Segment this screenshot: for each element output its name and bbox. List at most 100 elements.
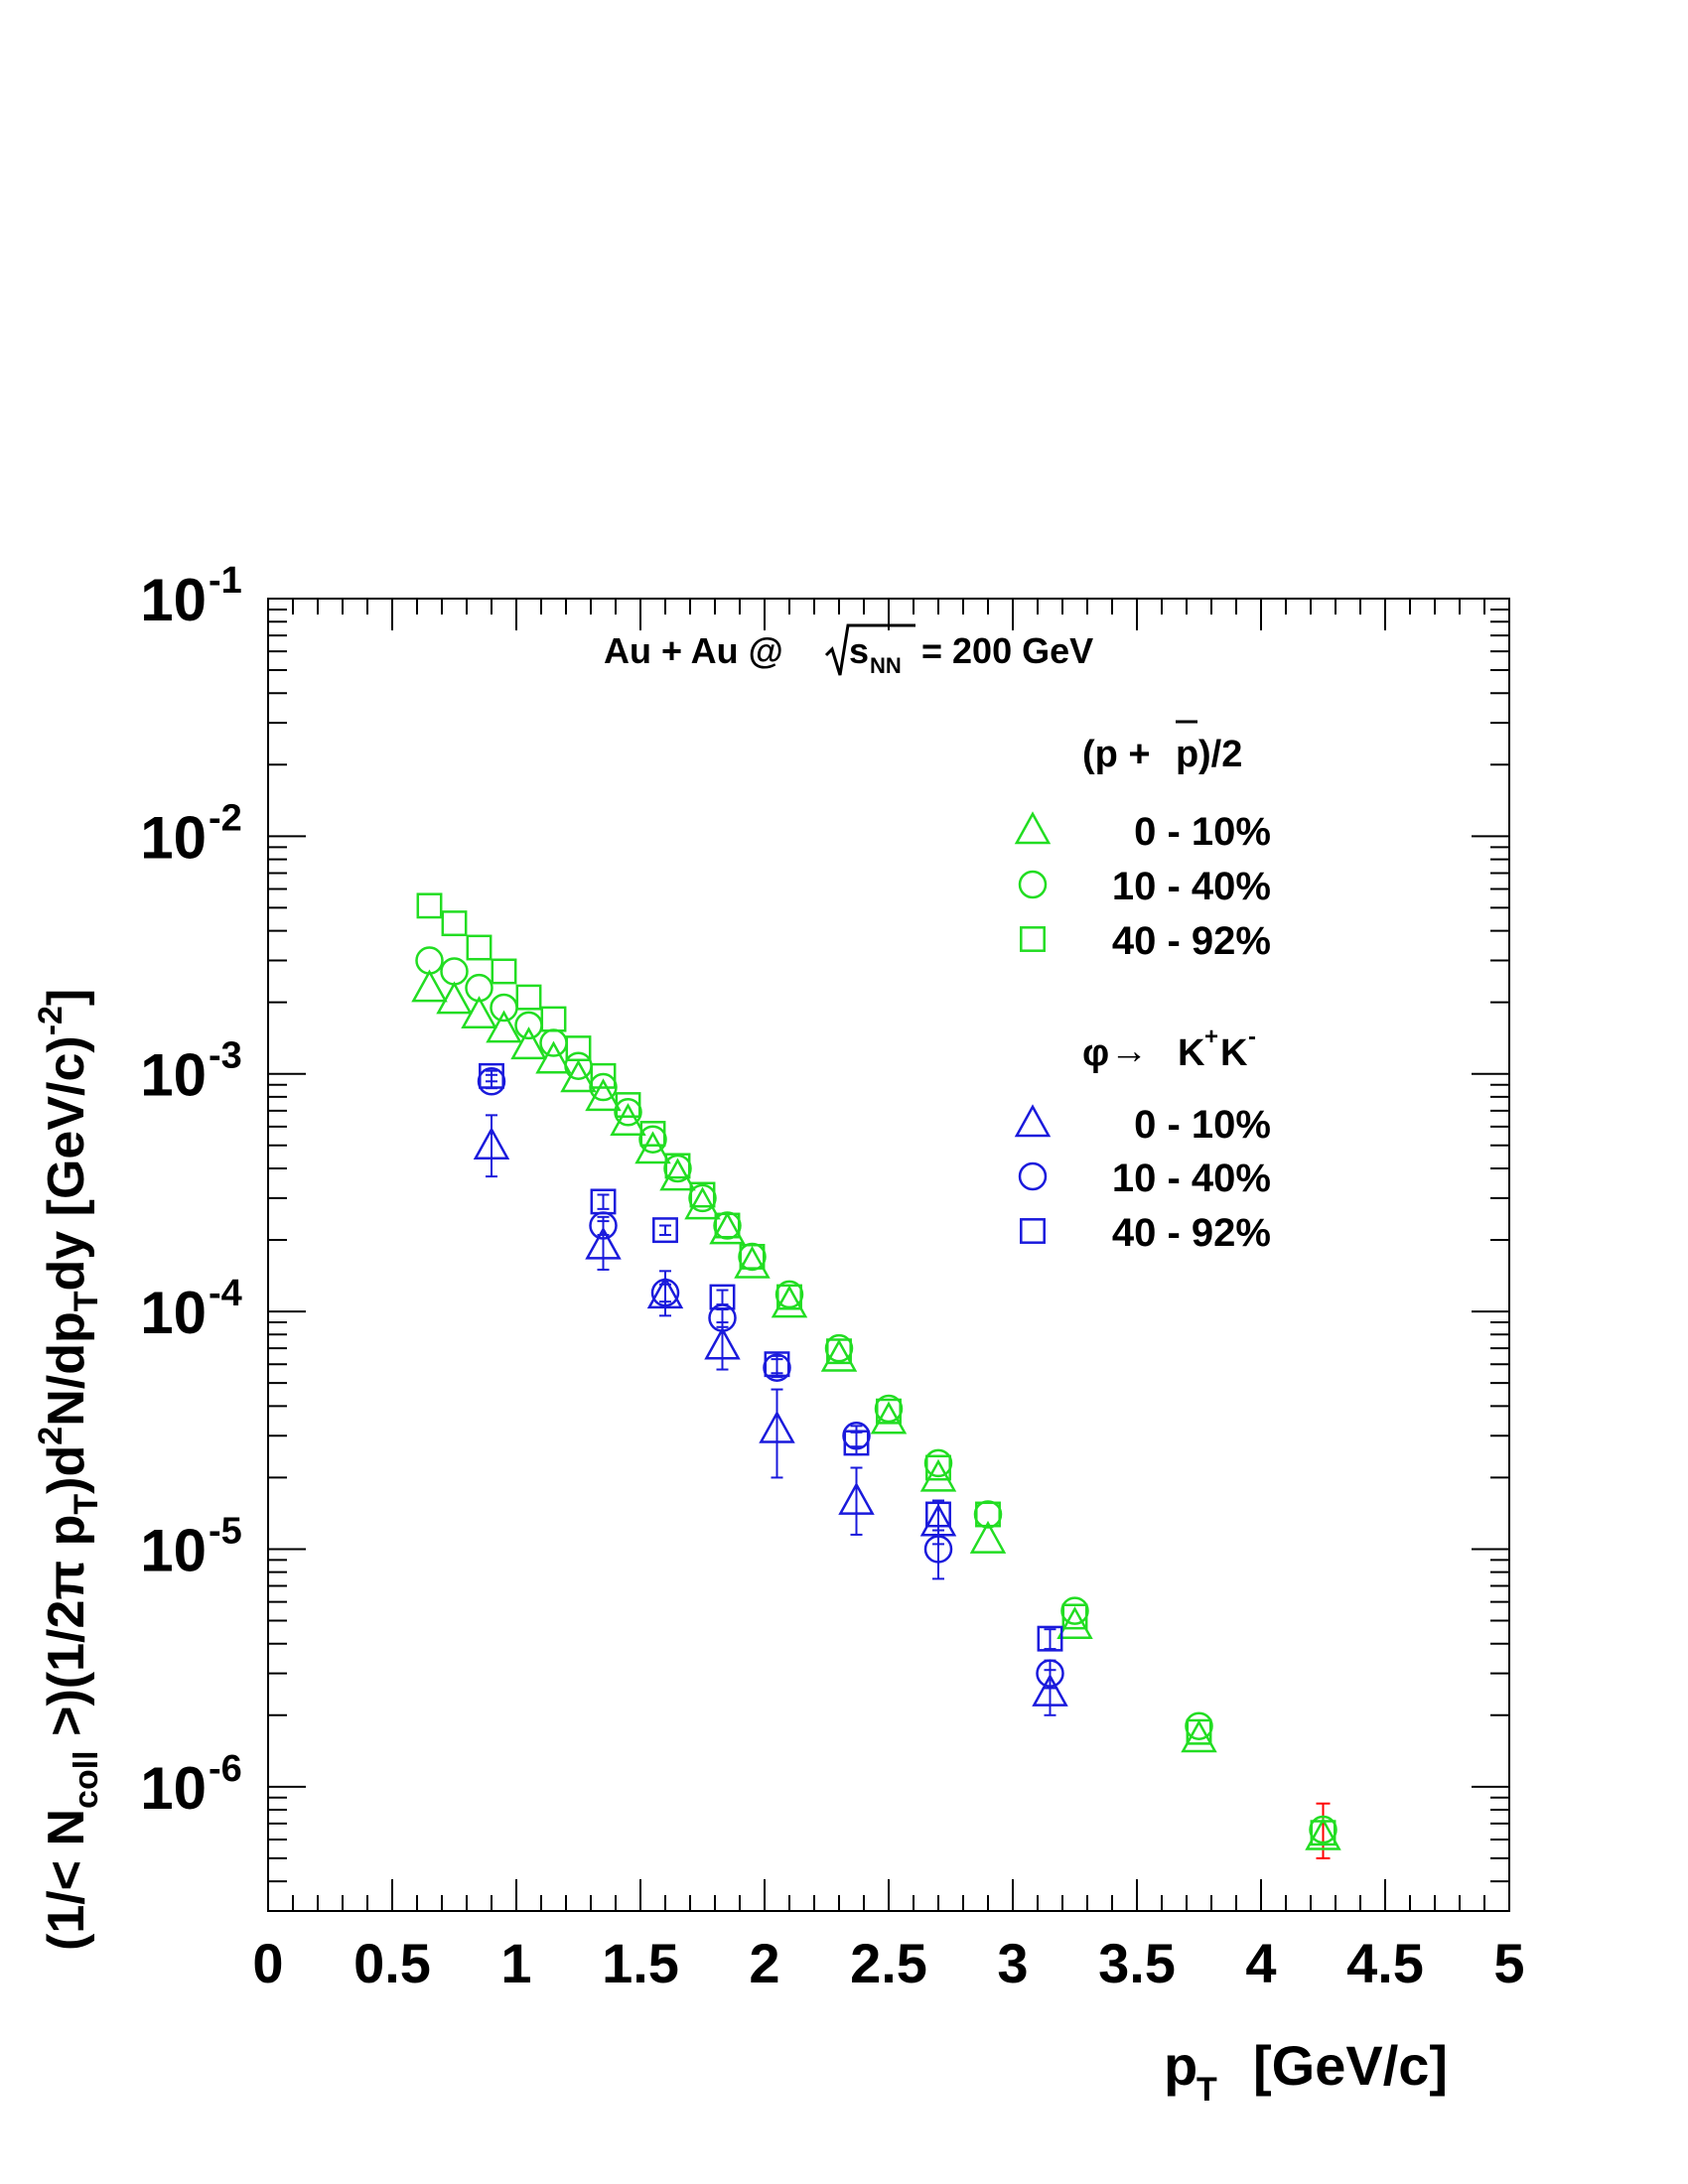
data-point-proton-circle: [923, 1448, 953, 1478]
legend-entries: 0 - 10% 10 - 40% 40 - 92% 0 - 10% 10 - 40% 40…: [1014, 810, 1271, 1255]
legend-label: 40 - 92%: [1112, 1211, 1271, 1255]
legend-phi-k1: K: [1178, 1032, 1205, 1074]
data-point-phi-circle: [842, 1422, 871, 1450]
x-tick-label: 2.5: [850, 1932, 927, 1994]
data-point-proton-triangle: [585, 1078, 622, 1112]
data-point-proton-triangle: [610, 1103, 646, 1137]
data-point-proton-circle: [874, 1394, 904, 1424]
legend-phi-sup2: -: [1248, 1024, 1256, 1050]
data-point-proton-square: [1310, 1820, 1336, 1846]
data-point-phi-triangle: [473, 1127, 510, 1160]
data-point-proton-square: [639, 1121, 666, 1147]
legend-proton-header-end: )/2: [1198, 734, 1242, 775]
y-tick-label-exponent: -2: [209, 797, 242, 839]
title-energy-symbol: s: [849, 630, 869, 671]
data-point-proton-square: [925, 1454, 951, 1481]
data-point-proton-circle: [415, 946, 444, 975]
legend-header-proton: (p + p )/2: [1082, 720, 1242, 775]
y-axis-label-part: ]: [38, 989, 95, 1006]
data-point-proton-triangle: [771, 1285, 808, 1318]
data-point-proton-triangle: [820, 1338, 858, 1372]
data-point-proton-triangle: [709, 1211, 746, 1245]
legend-label: 10 - 40%: [1112, 865, 1271, 908]
y-axis-label-part: 2: [32, 1427, 70, 1445]
data-point-proton-circle: [1309, 1815, 1337, 1844]
data-point-proton-square: [441, 910, 468, 937]
legend-label: 0 - 10%: [1134, 810, 1271, 854]
data-point-proton-circle: [638, 1125, 667, 1154]
legend-marker-triangle: [1014, 1104, 1052, 1138]
legend-proton-header-bar: p: [1176, 734, 1198, 775]
y-tick-label-exponent: -1: [209, 560, 242, 602]
data-point-proton-triangle: [461, 996, 497, 1029]
y-tick-label: 10: [140, 567, 207, 633]
x-tick-label: 0: [252, 1932, 283, 1994]
data-point-proton-square: [714, 1212, 741, 1239]
data-point-proton-square: [540, 1006, 567, 1032]
data-point-proton-circle: [1060, 1596, 1089, 1625]
data-point-proton-triangle: [1056, 1606, 1093, 1640]
data-point-phi-triangle: [759, 1410, 795, 1443]
data-point-phi-triangle: [585, 1226, 622, 1260]
data-point-proton-triangle: [1305, 1817, 1341, 1850]
y-axis-label-part: )d: [38, 1445, 95, 1494]
data-point-proton-square: [1061, 1603, 1088, 1630]
title-energy-value: = 200 GeV: [921, 630, 1093, 671]
data-point-proton-circle: [465, 973, 493, 1003]
x-axis-label-sub: T: [1196, 2071, 1217, 2109]
x-tick-label: 2: [749, 1932, 779, 1994]
data-point-proton-square: [739, 1243, 766, 1270]
data-point-proton-triangle: [411, 969, 448, 1003]
data-point-proton-circle: [824, 1333, 854, 1363]
data-point-phi-circle: [477, 1067, 506, 1096]
title-energy-subscript: NN: [870, 653, 902, 678]
data-point-proton-triangle: [659, 1158, 696, 1191]
x-axis-label-main: p: [1164, 2034, 1197, 2097]
data-point-proton-triangle: [919, 1458, 957, 1492]
data-point-phi-triangle: [704, 1326, 741, 1360]
tick-labels: 0 0.5 1 1.5 2 2.5 3 3.5 4 4.5 510-110-210-310 -410-…: [140, 560, 1524, 1994]
x-tick-label: 1.5: [602, 1932, 679, 1994]
legend-marker-triangle: [1014, 811, 1052, 845]
x-axis-label: p T [GeV/c]: [1164, 2034, 1448, 2109]
data-point-phi-circle: [1036, 1659, 1064, 1688]
legend-label: 40 - 92%: [1112, 919, 1271, 963]
y-tick-label-exponent: -4: [209, 1273, 242, 1314]
data-point-phi-square: [843, 1430, 870, 1456]
x-tick-label: 4: [1245, 1932, 1276, 1994]
legend-label: 0 - 10%: [1134, 1103, 1271, 1147]
data-point-proton-triangle: [436, 981, 473, 1015]
y-tick-label-exponent: -5: [209, 1510, 242, 1552]
legend-marker-circle: [1018, 870, 1048, 899]
legend-phi-arrow: →: [1110, 1030, 1148, 1072]
data-point-phi-circle: [708, 1303, 737, 1332]
data-point-proton-triangle: [535, 1040, 572, 1074]
x-tick-label: 5: [1493, 1932, 1524, 1994]
y-axis-label-part: T: [68, 1291, 105, 1311]
data-point-proton-square: [565, 1035, 592, 1062]
data-point-proton-triangle: [684, 1186, 721, 1220]
data-point-proton-circle: [614, 1098, 642, 1127]
data-point-phi-circle: [763, 1353, 791, 1382]
data-point-proton-square: [515, 984, 542, 1011]
data-point-proton-triangle: [734, 1245, 771, 1279]
data-point-phi-square: [709, 1284, 736, 1310]
data-point-phi-square: [764, 1351, 790, 1378]
data-point-proton-circle: [440, 957, 469, 986]
data-point-proton-circle: [1185, 1711, 1213, 1740]
data-point-proton-square: [416, 892, 443, 919]
data-point-proton-square: [664, 1153, 691, 1179]
data-point-phi-square: [652, 1217, 678, 1244]
data-point-proton-triangle: [969, 1520, 1007, 1554]
y-tick-label-exponent: -3: [209, 1035, 242, 1077]
data-point-phi-triangle: [838, 1481, 875, 1515]
legend: (p + p )/2 φ → K + K - 0 - 10% 10 - 40% 40…: [1014, 720, 1271, 1255]
data-point-phi-triangle: [919, 1503, 957, 1537]
data-point-proton-square: [689, 1181, 716, 1208]
data-point-phi-square: [590, 1188, 617, 1215]
x-axis-label-unit: [GeV/c]: [1253, 2034, 1448, 2097]
y-axis-label-part: dy [GeV/c): [38, 1035, 95, 1291]
legend-phi-symbol: φ: [1082, 1032, 1109, 1074]
y-axis-label-part: -2: [32, 1006, 70, 1035]
